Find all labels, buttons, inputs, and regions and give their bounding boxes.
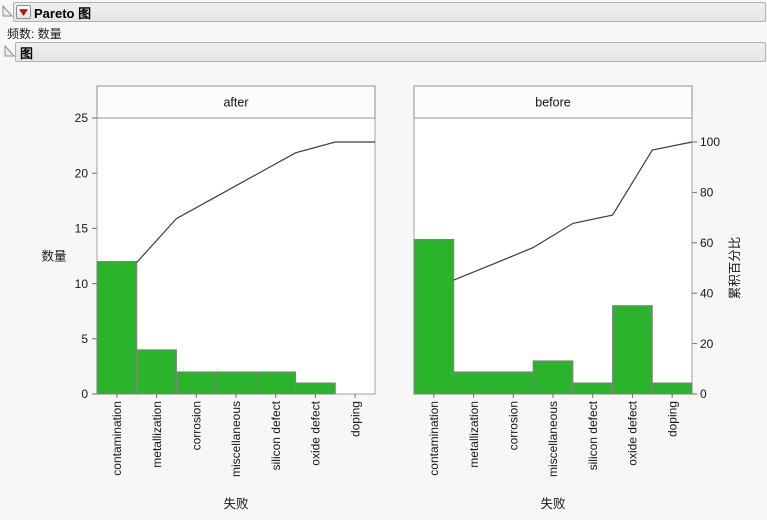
category-label-doping: doping — [348, 401, 362, 437]
category-label-corrosion: corrosion — [506, 401, 520, 450]
y-right-tick-label: 40 — [700, 286, 714, 300]
category-label-oxide-defect: oxide defect — [626, 400, 640, 465]
category-label-contamination: contamination — [427, 401, 441, 476]
category-label-miscellaneous: miscellaneous — [229, 401, 243, 477]
red-triangle-icon — [19, 8, 28, 16]
x-axis-title: 失败 — [540, 496, 566, 511]
disclosure-triangle-icon[interactable] — [2, 5, 13, 17]
bar-miscellaneous[interactable] — [215, 371, 257, 395]
outline-header-pareto[interactable]: Pareto 图 — [13, 2, 766, 22]
disclosure-triangle-icon[interactable] — [4, 45, 15, 57]
category-label-silicon-defect: silicon defect — [586, 400, 600, 470]
panel-header — [96, 85, 376, 119]
red-triangle-menu-button[interactable] — [16, 5, 31, 19]
y-left-tick-label: 5 — [81, 332, 88, 346]
panel-after: after contamination metallization corrosion… — [96, 85, 376, 511]
cumulative-percent-line — [453, 141, 693, 281]
bar-silicon defect[interactable] — [255, 371, 297, 395]
disclosure-triangle-shape — [4, 45, 15, 57]
y-right-axis-title: 累积百分比 — [728, 237, 742, 300]
category-label-doping: doping — [665, 401, 679, 437]
y-right-tick-label: 100 — [700, 135, 720, 149]
outline-title: Pareto 图 — [34, 5, 92, 21]
panel-header-label: before — [535, 95, 570, 109]
y-right-tick-label: 80 — [700, 186, 714, 200]
y-right-tick-label: 0 — [700, 387, 707, 401]
plot-outline-title: 图 — [20, 45, 34, 61]
bar-corrosion[interactable] — [175, 371, 217, 395]
category-label-metallization: metallization — [150, 401, 164, 468]
y-right-tick-label: 60 — [700, 236, 714, 250]
y-left-axis-title: 数量 — [41, 248, 66, 263]
bar-contamination[interactable] — [96, 261, 138, 395]
x-axis-title: 失败 — [223, 496, 249, 511]
category-label-metallization: metallization — [467, 401, 481, 468]
y-left-tick-label: 0 — [81, 387, 88, 401]
category-label-silicon-defect: silicon defect — [269, 400, 283, 470]
bar-corrosion[interactable] — [492, 371, 534, 395]
y-left-tick-label: 25 — [75, 111, 89, 125]
y-right-tick-label: 20 — [700, 337, 714, 351]
panel-header — [413, 85, 693, 119]
bar-doping[interactable] — [651, 382, 693, 395]
panel-header-label: after — [223, 95, 248, 109]
panel-before: before contamination metallization corrosio… — [413, 85, 693, 511]
bar-contamination[interactable] — [413, 238, 455, 395]
bar-oxide defect[interactable] — [295, 382, 336, 395]
category-label-miscellaneous: miscellaneous — [546, 401, 560, 477]
bar-metallization[interactable] — [136, 349, 177, 395]
bar-metallization[interactable] — [453, 371, 494, 395]
bar-oxide defect[interactable] — [612, 305, 653, 395]
disclosure-triangle-shape — [2, 5, 13, 17]
frequency-note: 频数: 数量 — [7, 27, 62, 41]
outline-header-plot[interactable]: 图 — [15, 42, 766, 62]
category-label-corrosion: corrosion — [189, 401, 203, 450]
y-left-tick-label: 20 — [75, 166, 89, 180]
y-left-tick-label: 15 — [75, 222, 89, 236]
category-label-contamination: contamination — [110, 401, 124, 476]
category-label-oxide-defect: oxide defect — [309, 400, 323, 465]
y-left-tick-label: 10 — [75, 277, 89, 291]
cumulative-percent-line — [136, 141, 375, 263]
bar-miscellaneous[interactable] — [532, 360, 574, 395]
bar-silicon defect[interactable] — [572, 382, 614, 395]
